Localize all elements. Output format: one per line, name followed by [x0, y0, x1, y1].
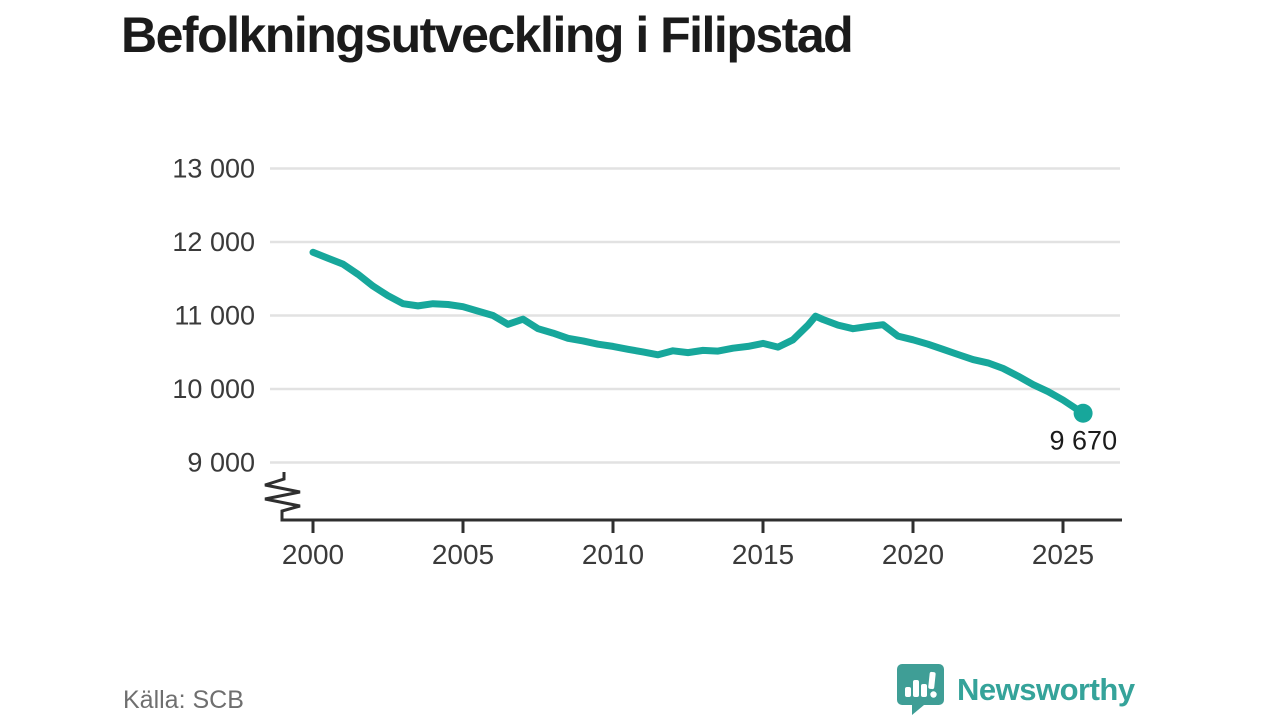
x-axis-line-with-break: [264, 472, 1122, 522]
newsworthy-logo-icon: [897, 664, 944, 715]
x-tick-label-2010: 2010: [582, 539, 644, 570]
latest-value-label: 9 670: [1050, 425, 1118, 455]
latest-value-dot: [1073, 403, 1093, 423]
y-tick-label-11000: 11 000: [174, 301, 255, 331]
brand-wordmark: Newsworthy: [957, 672, 1135, 707]
source-note: Källa: SCB: [123, 686, 244, 714]
chart-title: Befolkningsutveckling i Filipstad: [121, 7, 854, 63]
y-tick-label-13000: 13 000: [172, 154, 255, 184]
population-series-line: [309, 248, 1087, 417]
y-tick-label-12000: 12 000: [172, 227, 255, 257]
x-tick-label-2025: 2025: [1032, 539, 1094, 570]
y-tick-label-10000: 10 000: [172, 374, 255, 404]
x-tick-label-2005: 2005: [432, 539, 494, 570]
x-tick-label-2000: 2000: [282, 539, 344, 570]
y-tick-label-9000: 9 000: [187, 448, 255, 478]
newsworthy-brand: Newsworthy: [897, 664, 1135, 716]
x-tick-label-2015: 2015: [732, 539, 794, 570]
x-tick-label-2020: 2020: [882, 539, 944, 570]
